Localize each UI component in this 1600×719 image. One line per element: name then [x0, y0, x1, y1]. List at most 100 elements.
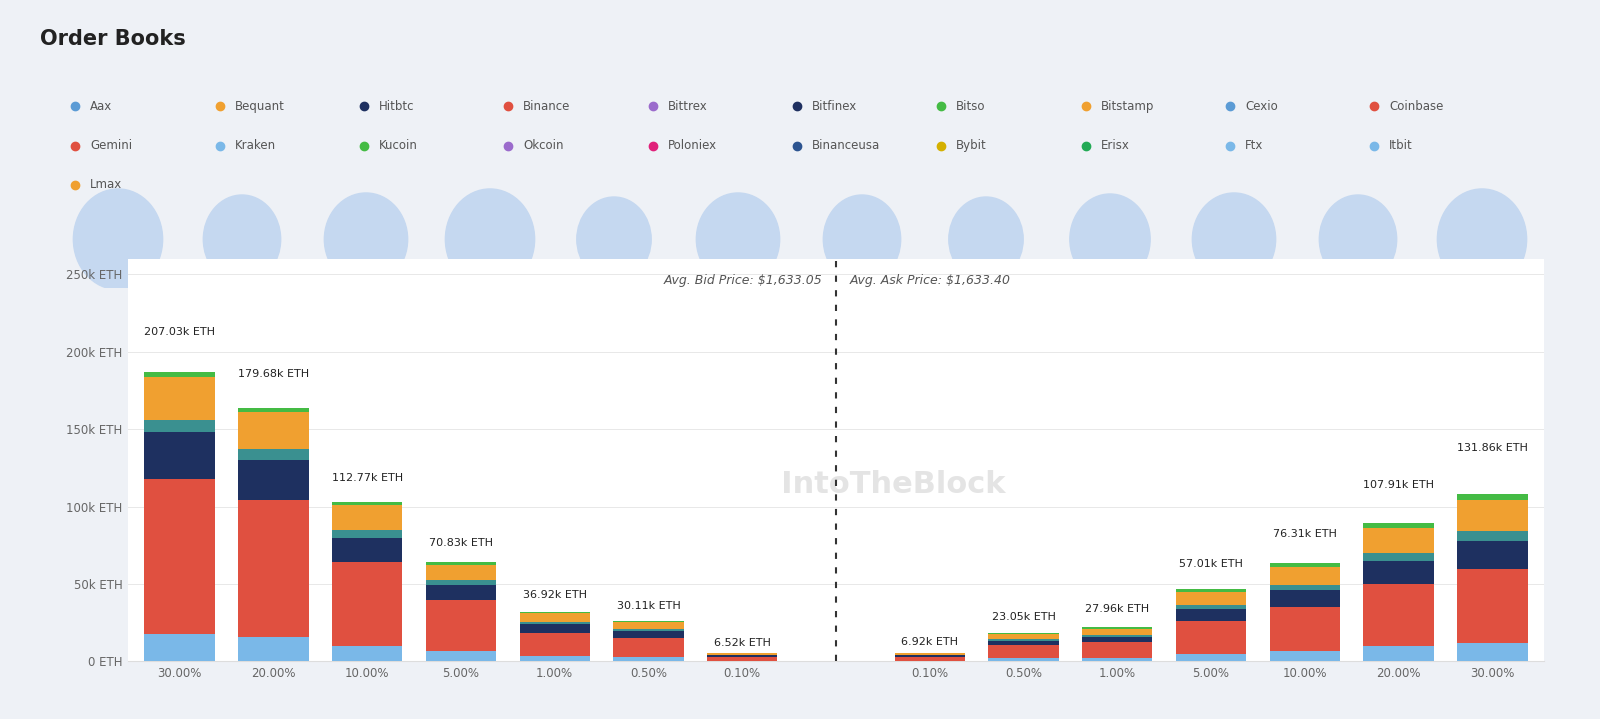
- Bar: [613, 657, 683, 661]
- Bar: [238, 449, 309, 460]
- Text: Bybit: Bybit: [957, 139, 987, 152]
- Bar: [1176, 589, 1246, 592]
- Text: 36.92k ETH: 36.92k ETH: [523, 590, 587, 600]
- Bar: [613, 621, 683, 623]
- Bar: [426, 580, 496, 585]
- Bar: [1176, 654, 1246, 661]
- Bar: [1270, 563, 1341, 567]
- Bar: [331, 502, 402, 505]
- Ellipse shape: [445, 189, 534, 290]
- Bar: [1270, 590, 1341, 608]
- Bar: [1363, 584, 1434, 646]
- Bar: [426, 651, 496, 661]
- Text: Bequant: Bequant: [235, 99, 285, 113]
- Bar: [1458, 500, 1528, 531]
- Text: Kraken: Kraken: [235, 139, 275, 152]
- Bar: [426, 585, 496, 600]
- Text: 207.03k ETH: 207.03k ETH: [144, 327, 214, 337]
- Bar: [1458, 531, 1528, 541]
- Bar: [1082, 628, 1152, 635]
- Ellipse shape: [1192, 193, 1275, 285]
- Bar: [894, 656, 965, 657]
- Text: Bittrex: Bittrex: [667, 99, 707, 113]
- Text: 179.68k ETH: 179.68k ETH: [238, 370, 309, 380]
- Text: Binanceusa: Binanceusa: [811, 139, 880, 152]
- Bar: [238, 637, 309, 661]
- Text: Erisx: Erisx: [1101, 139, 1130, 152]
- Bar: [707, 654, 778, 655]
- Bar: [1458, 494, 1528, 500]
- Bar: [1458, 643, 1528, 661]
- Bar: [520, 633, 590, 656]
- Bar: [1458, 569, 1528, 643]
- Text: 107.91k ETH: 107.91k ETH: [1363, 480, 1434, 490]
- Bar: [613, 623, 683, 629]
- Ellipse shape: [576, 197, 651, 282]
- Bar: [989, 641, 1059, 645]
- Text: Cexio: Cexio: [1245, 99, 1278, 113]
- Bar: [1082, 658, 1152, 661]
- Ellipse shape: [1437, 189, 1526, 290]
- Bar: [520, 624, 590, 633]
- Ellipse shape: [696, 193, 779, 285]
- Bar: [707, 657, 778, 661]
- Text: Okcoin: Okcoin: [523, 139, 563, 152]
- Bar: [989, 645, 1059, 659]
- Bar: [520, 622, 590, 624]
- Ellipse shape: [949, 197, 1024, 282]
- Bar: [1082, 637, 1152, 642]
- Bar: [238, 460, 309, 500]
- Bar: [144, 377, 214, 420]
- Bar: [613, 638, 683, 657]
- Bar: [426, 562, 496, 564]
- Text: Avg. Ask Price: $1,633.40: Avg. Ask Price: $1,633.40: [850, 274, 1011, 287]
- Bar: [707, 656, 778, 657]
- Bar: [613, 629, 683, 631]
- Text: Bitso: Bitso: [957, 99, 986, 113]
- Text: Bitfinex: Bitfinex: [811, 99, 858, 113]
- Text: Itbit: Itbit: [1389, 139, 1413, 152]
- Bar: [426, 564, 496, 580]
- Bar: [1176, 592, 1246, 605]
- Text: 23.05k ETH: 23.05k ETH: [992, 612, 1056, 622]
- Bar: [144, 633, 214, 661]
- Bar: [1363, 553, 1434, 561]
- Bar: [1363, 561, 1434, 584]
- Bar: [1270, 651, 1341, 661]
- Bar: [1176, 605, 1246, 609]
- Bar: [989, 639, 1059, 641]
- Bar: [331, 538, 402, 562]
- Ellipse shape: [74, 189, 163, 290]
- Text: 27.96k ETH: 27.96k ETH: [1085, 604, 1149, 614]
- Text: Ftx: Ftx: [1245, 139, 1264, 152]
- Ellipse shape: [1320, 195, 1397, 283]
- Bar: [331, 505, 402, 530]
- Bar: [613, 631, 683, 638]
- Bar: [1176, 621, 1246, 654]
- Bar: [894, 654, 965, 655]
- Bar: [238, 500, 309, 637]
- Bar: [1363, 646, 1434, 661]
- Text: Poloniex: Poloniex: [667, 139, 717, 152]
- Ellipse shape: [1070, 194, 1150, 285]
- Text: Order Books: Order Books: [40, 29, 186, 49]
- Bar: [426, 600, 496, 651]
- Text: Binance: Binance: [523, 99, 571, 113]
- Bar: [989, 659, 1059, 661]
- Text: 6.92k ETH: 6.92k ETH: [901, 637, 958, 647]
- Bar: [144, 432, 214, 479]
- Bar: [989, 633, 1059, 639]
- Bar: [1270, 585, 1341, 590]
- Text: IntoTheBlock: IntoTheBlock: [760, 470, 1006, 499]
- Bar: [1270, 567, 1341, 585]
- Text: 30.11k ETH: 30.11k ETH: [616, 601, 680, 611]
- Bar: [331, 530, 402, 538]
- Text: 6.52k ETH: 6.52k ETH: [714, 638, 771, 648]
- Bar: [238, 412, 309, 449]
- Bar: [520, 613, 590, 622]
- Ellipse shape: [824, 195, 901, 283]
- Text: Aax: Aax: [90, 99, 112, 113]
- Ellipse shape: [325, 193, 408, 285]
- Text: Bitstamp: Bitstamp: [1101, 99, 1154, 113]
- Bar: [520, 656, 590, 661]
